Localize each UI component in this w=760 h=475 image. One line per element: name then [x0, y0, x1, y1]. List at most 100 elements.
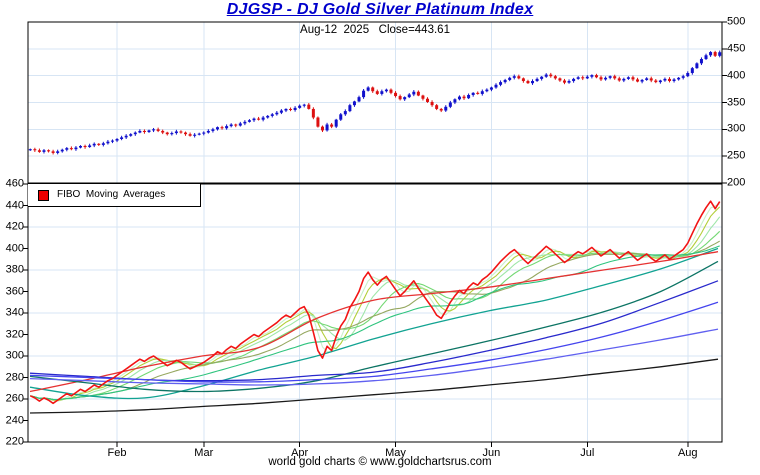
candle-body [658, 80, 662, 83]
candle-body [270, 114, 274, 116]
candle-body [430, 101, 434, 106]
upper-y-label: 250 [727, 149, 746, 162]
candle-body [508, 77, 512, 80]
fibo-ma-black [29, 358, 719, 414]
candle-body [695, 63, 699, 69]
month-label: Jun [482, 447, 501, 459]
candle-body [613, 76, 617, 79]
fibo-ma-teal [29, 247, 719, 400]
candle-body [320, 126, 324, 131]
candle-body [686, 72, 690, 77]
fibo-ma-34 [30, 245, 720, 401]
chart-annotation: Aug-12 2025 Close=443.61 [300, 24, 450, 36]
candle-body [476, 92, 480, 94]
candle-body [718, 52, 722, 56]
fibo-ma-red [29, 251, 719, 393]
candle-body [699, 59, 703, 64]
candle-body [640, 79, 644, 82]
fibo-ma-darkteal [29, 260, 719, 393]
candle-body [174, 131, 178, 134]
candle-body [558, 78, 562, 81]
month-label: Aug [677, 447, 698, 459]
month-label: Apr [291, 447, 309, 459]
lower-y-label: 300 [5, 349, 24, 362]
candle-body [197, 133, 201, 135]
candle-body [28, 149, 32, 151]
candle-body [654, 80, 658, 83]
candle-body [101, 143, 105, 145]
candle-body [526, 81, 530, 84]
candle-body [97, 143, 101, 145]
candle-body [499, 82, 503, 85]
candle-body [229, 124, 233, 127]
candle-body [576, 77, 580, 79]
candle-body [599, 77, 603, 80]
candle-body [211, 129, 215, 131]
candle-body [225, 126, 229, 129]
candle-body [348, 105, 352, 112]
candle-body [56, 151, 60, 153]
candle-body [366, 87, 370, 91]
lower-y-label: 320 [5, 328, 24, 340]
candle-body [156, 129, 160, 131]
candle-body [626, 77, 630, 79]
legend-label: FIBO Moving Averages [57, 189, 166, 200]
candle-body [289, 108, 293, 111]
candle-body [266, 115, 270, 118]
candle-body [421, 95, 425, 99]
candle-body [65, 148, 69, 150]
candle-body [37, 150, 41, 152]
candle-body [339, 114, 343, 120]
candle-body [316, 117, 320, 127]
candle-body [485, 89, 489, 92]
candle-body [544, 74, 548, 77]
fibo-ma-lightblue [29, 328, 719, 386]
candle-body [590, 75, 594, 77]
candle-body [416, 91, 420, 96]
candle-body [170, 133, 174, 135]
candle-body [585, 76, 589, 79]
candle-body [503, 79, 507, 83]
candle-body [247, 120, 251, 122]
upper-y-label: 450 [727, 42, 746, 55]
candle-body [622, 78, 626, 81]
candle-body [42, 150, 46, 152]
candle-body [293, 107, 297, 111]
candle-body [412, 91, 416, 95]
candle-body [572, 78, 576, 82]
candle-body [375, 91, 379, 94]
candle-body [394, 92, 398, 97]
candle-body [138, 130, 142, 133]
candle-body [517, 76, 521, 79]
lower-y-label: 340 [5, 306, 24, 319]
candle-body [343, 111, 347, 115]
candle-body [188, 134, 192, 136]
candle-body [220, 127, 224, 129]
candle-body [581, 77, 585, 79]
candle-body [165, 132, 169, 135]
candle-body [284, 108, 288, 111]
candle-body [33, 149, 37, 151]
candle-body [243, 121, 247, 124]
candle-body [704, 55, 708, 60]
legend: FIBO Moving Averages [28, 184, 201, 207]
candle-body [357, 97, 361, 102]
candle-body [636, 79, 640, 82]
candle-body [549, 74, 553, 77]
candle-body [371, 87, 375, 92]
candle-body [690, 68, 694, 73]
lower-y-label: 360 [5, 285, 24, 297]
candle-body [311, 108, 315, 118]
candle-body [567, 81, 571, 83]
lower-y-label: 460 [5, 177, 24, 190]
candle-body [79, 145, 83, 148]
upper-y-label: 400 [727, 69, 746, 82]
month-label: Feb [107, 447, 127, 459]
candle-body [380, 91, 384, 94]
candle-body [435, 105, 439, 109]
lower-y-label: 400 [5, 242, 24, 254]
candle-body [713, 52, 717, 56]
candle-body [257, 118, 261, 120]
candle-body [398, 96, 402, 100]
